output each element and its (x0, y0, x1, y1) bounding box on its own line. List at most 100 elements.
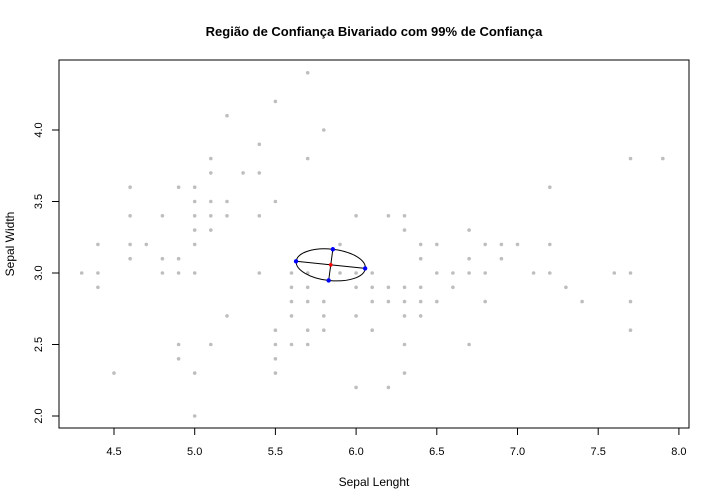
data-point (305, 299, 310, 304)
data-point (289, 299, 294, 304)
data-point (322, 314, 326, 318)
data-point (289, 285, 294, 290)
data-point (322, 328, 326, 333)
x-tick-label: 7.5 (591, 446, 606, 458)
data-point (209, 171, 213, 175)
data-point (628, 299, 633, 304)
x-tick-label: 5.5 (268, 446, 283, 458)
data-point (386, 285, 391, 290)
chart-title: Região de Confiança Bivariado com 99% de… (206, 24, 543, 39)
ellipse-axis-endpoint (326, 278, 331, 283)
data-point (273, 357, 278, 361)
data-point (257, 171, 262, 175)
data-point (628, 271, 633, 275)
data-point (176, 256, 181, 261)
data-point (112, 371, 116, 375)
data-point (192, 214, 197, 218)
x-tick-label: 6.0 (348, 446, 363, 458)
data-point (661, 156, 665, 161)
ellipse-axis-endpoint (330, 247, 336, 252)
data-point (612, 271, 617, 275)
data-point (386, 385, 391, 390)
data-point (483, 242, 488, 247)
data-point (289, 314, 294, 318)
data-point (209, 342, 213, 347)
data-point (435, 242, 439, 247)
data-point (531, 271, 536, 275)
x-tick-label: 5.0 (187, 446, 202, 458)
data-point (273, 99, 278, 104)
x-axis: 4.5 5.0 5.5 6.0 6.5 7.0 7.5 8.0 (106, 427, 687, 458)
data-point (257, 214, 262, 218)
data-point (176, 185, 181, 189)
data-point (548, 271, 552, 275)
data-point (128, 214, 132, 218)
x-tick-label: 8.0 (671, 446, 686, 458)
data-point (160, 256, 165, 261)
data-point (338, 242, 342, 247)
data-point (499, 256, 504, 261)
data-point (370, 299, 375, 304)
data-point (402, 299, 407, 304)
data-point (483, 299, 488, 304)
data-point (273, 199, 278, 204)
data-point (418, 314, 423, 318)
data-point (418, 242, 423, 247)
plot-frame (58, 59, 690, 429)
data-point (225, 214, 229, 218)
y-axis: 2.0 2.5 3.0 3.5 4.0 (33, 122, 60, 424)
data-point (548, 185, 552, 189)
data-point (209, 228, 213, 232)
data-point (128, 185, 132, 189)
y-tick-label: 2.5 (33, 337, 45, 352)
x-axis-label: Sepal Lenght (339, 475, 410, 489)
data-point (402, 342, 407, 347)
data-point (225, 199, 229, 204)
data-point (580, 299, 584, 304)
data-point (548, 242, 552, 247)
data-point (257, 142, 262, 147)
data-point (79, 271, 84, 275)
data-point (322, 299, 326, 304)
data-point (289, 342, 294, 347)
data-point (192, 271, 197, 275)
data-point (418, 285, 423, 290)
data-point (467, 256, 471, 261)
data-point (386, 214, 391, 218)
data-point (435, 271, 439, 275)
data-point (354, 314, 358, 318)
confidence-ellipse-layer (293, 247, 368, 283)
ellipse-axis-endpoint (293, 259, 299, 264)
data-point (370, 285, 375, 290)
data-point (418, 256, 423, 261)
data-point (176, 271, 181, 275)
data-point (209, 156, 213, 161)
data-point (370, 271, 375, 275)
x-tick-label: 6.5 (429, 446, 444, 458)
data-point (467, 342, 471, 347)
y-tick-label: 4.0 (33, 122, 45, 137)
data-point (96, 242, 100, 247)
data-point (273, 328, 278, 333)
data-point (402, 214, 407, 218)
data-point (402, 371, 407, 375)
data-point (402, 285, 407, 290)
data-point (160, 271, 165, 275)
data-point (467, 228, 471, 232)
data-point (225, 314, 229, 318)
data-point (192, 242, 197, 247)
data-point (499, 242, 504, 247)
data-point (273, 342, 278, 347)
data-point (128, 242, 132, 247)
x-tick-label: 7.0 (510, 446, 525, 458)
data-point (273, 371, 278, 375)
data-point (176, 357, 181, 361)
data-point (467, 271, 471, 275)
points-layer (79, 71, 665, 418)
y-axis-label: Sepal Width (3, 212, 17, 277)
data-point (225, 113, 229, 118)
data-point (192, 199, 197, 204)
data-point (564, 285, 568, 290)
data-point (96, 285, 100, 290)
